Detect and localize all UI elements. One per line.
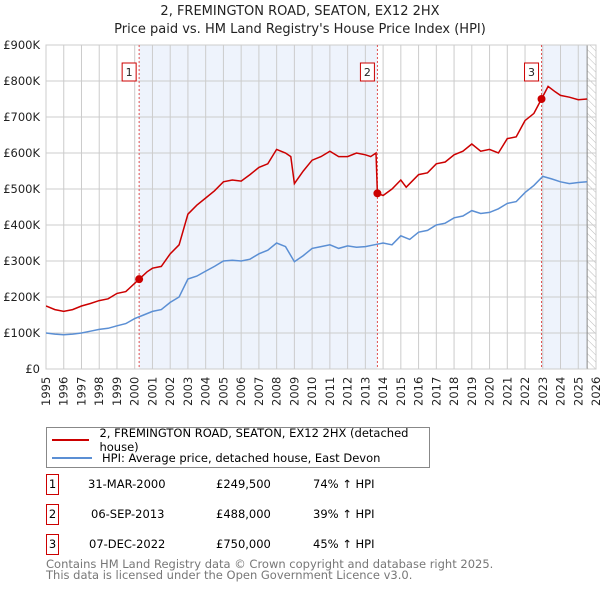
x-tick-label: 2012	[341, 377, 355, 406]
y-tick-label: £900K	[3, 38, 40, 52]
x-tick-label: 2018	[447, 377, 461, 406]
legend-swatch-blue	[52, 457, 92, 459]
x-tick-label: 2020	[483, 377, 497, 406]
x-tick-label: 2019	[465, 377, 479, 406]
x-tick-label: 1997	[74, 377, 88, 406]
x-tick-label: 2007	[252, 377, 266, 406]
chart-title: 2, FREMINGTON ROAD, SEATON, EX12 2HX	[160, 4, 440, 19]
legend-item-property: 2, FREMINGTON ROAD, SEATON, EX12 2HX (de…	[52, 426, 429, 454]
y-tick-label: £300K	[3, 254, 40, 268]
x-tick-label: 2009	[287, 377, 301, 406]
legend: 2, FREMINGTON ROAD, SEATON, EX12 2HX (de…	[46, 426, 430, 468]
plot-border	[45, 44, 597, 370]
x-tick-label: 1998	[92, 377, 106, 406]
sale-point	[373, 189, 382, 198]
sale-marker-label: 2	[46, 504, 59, 525]
shaded-period	[541, 45, 588, 369]
property-price-line	[46, 85, 588, 313]
forecast-hatch	[587, 45, 596, 369]
y-tick-label: £400K	[3, 218, 40, 232]
shaded-period	[139, 45, 378, 369]
sale-price: £750,000	[216, 537, 271, 551]
sale-marker-label: 1	[126, 66, 133, 79]
legend-item-hpi: HPI: Average price, detached house, East…	[52, 451, 380, 465]
sale-hpi: 74% ↑ HPI	[313, 477, 375, 491]
x-tick-label: 2003	[181, 377, 195, 406]
legend-swatch-red	[52, 439, 90, 441]
chart-subtitle: Price paid vs. HM Land Registry's House …	[114, 22, 486, 37]
y-tick-label: £800K	[3, 74, 40, 88]
sale-marker-label: 2	[364, 66, 371, 79]
licence-text: This data is licensed under the Open Gov…	[46, 568, 413, 582]
y-tick-label: £0	[25, 362, 40, 376]
x-tick-label: 2000	[128, 377, 142, 406]
x-tick-label: 1999	[110, 377, 124, 406]
hpi-line	[46, 175, 588, 336]
legend-label: HPI: Average price, detached house, East…	[102, 451, 381, 465]
x-tick-label: 2016	[412, 377, 426, 406]
footer: Contains HM Land Registry data © Crown c…	[46, 557, 494, 582]
x-tick-label: 2022	[518, 377, 532, 406]
x-tick-label: 1995	[39, 377, 53, 406]
sale-marker-box	[121, 62, 137, 82]
x-tick-label: 2004	[199, 377, 213, 406]
x-tick-label: 2021	[500, 377, 514, 406]
sale-marker-box	[524, 62, 540, 82]
x-tick-label: 2001	[145, 377, 159, 406]
sale-hpi: 39% ↑ HPI	[313, 507, 375, 521]
x-tick-label: 2008	[270, 377, 284, 406]
x-tick-label: 2015	[394, 377, 408, 406]
legend-label: 2, FREMINGTON ROAD, SEATON, EX12 2HX (de…	[99, 426, 409, 454]
sale-date: 31-MAR-2000	[88, 477, 166, 491]
sale-date: 07-DEC-2022	[89, 537, 166, 551]
sale-date: 06-SEP-2013	[91, 507, 165, 521]
x-tick-label: 2006	[234, 377, 248, 406]
y-tick-label: £100K	[3, 326, 40, 340]
y-tick-label: £700K	[3, 110, 40, 124]
x-tick-label: 2011	[323, 377, 337, 406]
y-tick-label: £500K	[3, 182, 40, 196]
sale-price: £488,000	[216, 507, 271, 521]
sale-price: £249,500	[216, 477, 271, 491]
x-tick-label: 2013	[358, 377, 372, 406]
plot-area: 1995 1996 1997 1998 1999 2000 2001 2002 2003 2004…	[3, 38, 600, 406]
y-tick-label: £600K	[3, 146, 40, 160]
x-tick-label: 1996	[57, 377, 71, 406]
sale-point	[537, 95, 546, 103]
x-tick-label: 2005	[216, 377, 230, 406]
x-tick-label: 2024	[554, 377, 568, 406]
x-tick-label: 2026	[589, 377, 600, 406]
copyright-text: Contains HM Land Registry data © Crown c…	[46, 557, 494, 571]
x-tick-label: 2014	[376, 377, 390, 406]
y-tick-label: £200K	[3, 290, 40, 304]
sale-point	[135, 275, 144, 284]
x-tick-label: 2017	[429, 377, 443, 406]
sale-hpi: 45% ↑ HPI	[313, 537, 375, 551]
sale-marker-label: 1	[46, 474, 59, 495]
x-tick-label: 2025	[571, 377, 585, 406]
x-tick-label: 2002	[163, 377, 177, 406]
sale-marker-label: 3	[46, 534, 59, 555]
x-tick-label: 2010	[305, 377, 319, 406]
sale-marker-box	[359, 62, 375, 82]
x-tick-label: 2023	[536, 377, 550, 406]
sale-marker-label: 3	[528, 66, 535, 79]
